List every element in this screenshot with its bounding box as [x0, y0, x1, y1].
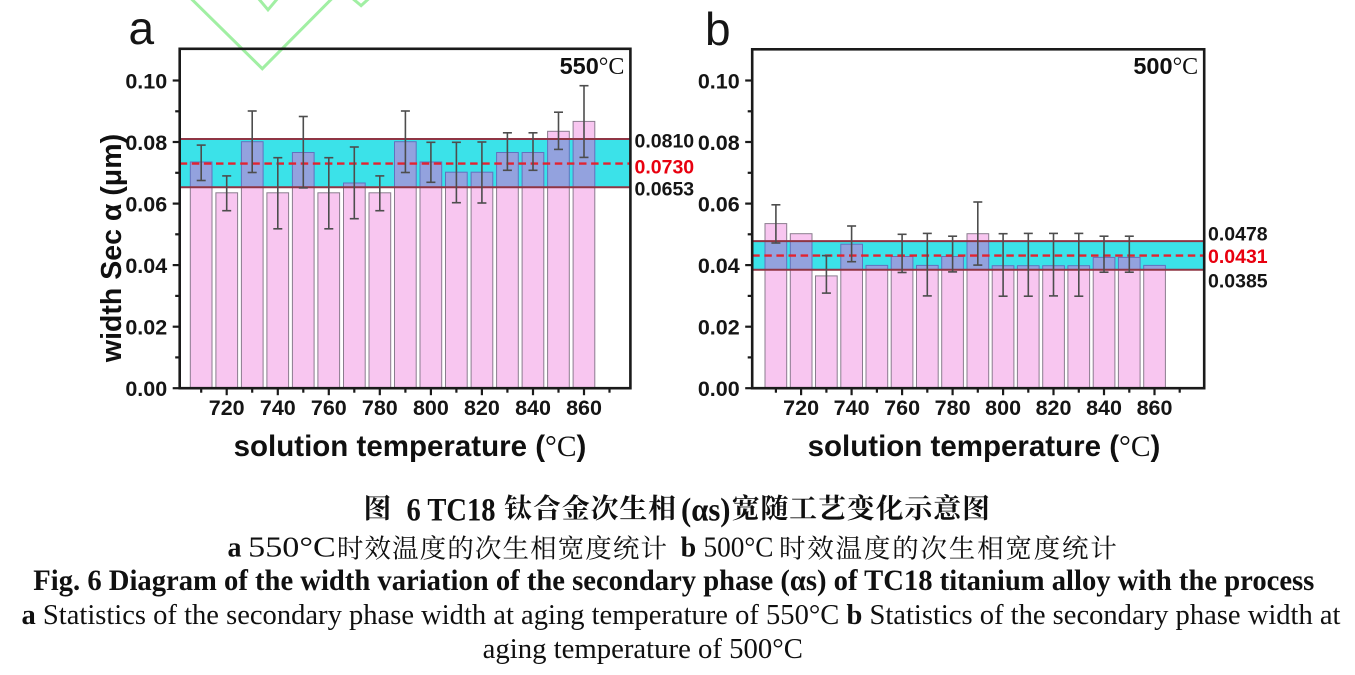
svg-text:0.0810: 0.0810 — [635, 130, 695, 152]
svg-text:780: 780 — [362, 396, 398, 420]
svg-text:0.0478: 0.0478 — [1208, 223, 1268, 245]
svg-text:0.0653: 0.0653 — [635, 178, 695, 200]
svg-text:0.06: 0.06 — [698, 192, 740, 216]
svg-text:0.02: 0.02 — [125, 316, 167, 340]
svg-text:0.0730: 0.0730 — [635, 156, 695, 178]
svg-text:860: 860 — [1137, 396, 1173, 420]
svg-text:800: 800 — [985, 396, 1021, 420]
svg-text:0.0385: 0.0385 — [1208, 270, 1268, 292]
svg-text:0.08: 0.08 — [125, 131, 167, 155]
svg-text:840: 840 — [1086, 396, 1122, 420]
svg-text:820: 820 — [1036, 396, 1072, 420]
svg-text:0.10: 0.10 — [125, 69, 167, 93]
svg-text:0.08: 0.08 — [698, 131, 740, 155]
svg-text:720: 720 — [783, 396, 819, 420]
svg-text:a Statistics of the secondary: a Statistics of the secondary phase widt… — [22, 599, 1341, 631]
svg-text:740: 740 — [834, 396, 870, 420]
svg-text:solution temperature (°C): solution temperature (°C) — [808, 430, 1161, 463]
svg-text:b: b — [681, 533, 697, 564]
svg-text:0.00: 0.00 — [698, 377, 740, 401]
svg-text:820: 820 — [464, 396, 500, 420]
svg-text:740: 740 — [260, 396, 296, 420]
svg-text:solution temperature (°C): solution temperature (°C) — [234, 430, 587, 463]
svg-text:760: 760 — [311, 396, 347, 420]
svg-text:0.06: 0.06 — [125, 192, 167, 216]
svg-text:0.10: 0.10 — [698, 69, 740, 93]
svg-text:a: a — [129, 2, 155, 54]
svg-text:500°C: 500°C — [704, 533, 774, 564]
svg-text:840: 840 — [515, 396, 551, 420]
svg-text:720: 720 — [209, 396, 245, 420]
svg-text:b: b — [705, 3, 731, 55]
svg-text:780: 780 — [935, 396, 971, 420]
svg-text:0.00: 0.00 — [125, 377, 167, 401]
svg-text:0.02: 0.02 — [698, 316, 740, 340]
svg-text:0.04: 0.04 — [125, 254, 167, 278]
svg-text:500°C: 500°C — [1133, 53, 1198, 80]
svg-text:760: 760 — [884, 396, 920, 420]
svg-text:550°C: 550°C — [560, 53, 625, 80]
svg-text:a: a — [228, 533, 242, 564]
svg-text:0.0431: 0.0431 — [1208, 246, 1268, 268]
svg-text:width Sec α (μm): width Sec α (μm) — [96, 134, 128, 363]
svg-text:(αs): (αs) — [681, 492, 731, 528]
svg-text:0.04: 0.04 — [698, 254, 740, 278]
svg-text:550°C: 550°C — [248, 533, 336, 564]
svg-text:6 TC18: 6 TC18 — [407, 492, 496, 528]
svg-text:860: 860 — [566, 396, 602, 420]
svg-text:800: 800 — [413, 396, 449, 420]
svg-text:Fig. 6 Diagram of the width va: Fig. 6 Diagram of the width variation of… — [33, 564, 1314, 597]
svg-text:aging temperature of 500°C: aging temperature of 500°C — [483, 633, 803, 665]
